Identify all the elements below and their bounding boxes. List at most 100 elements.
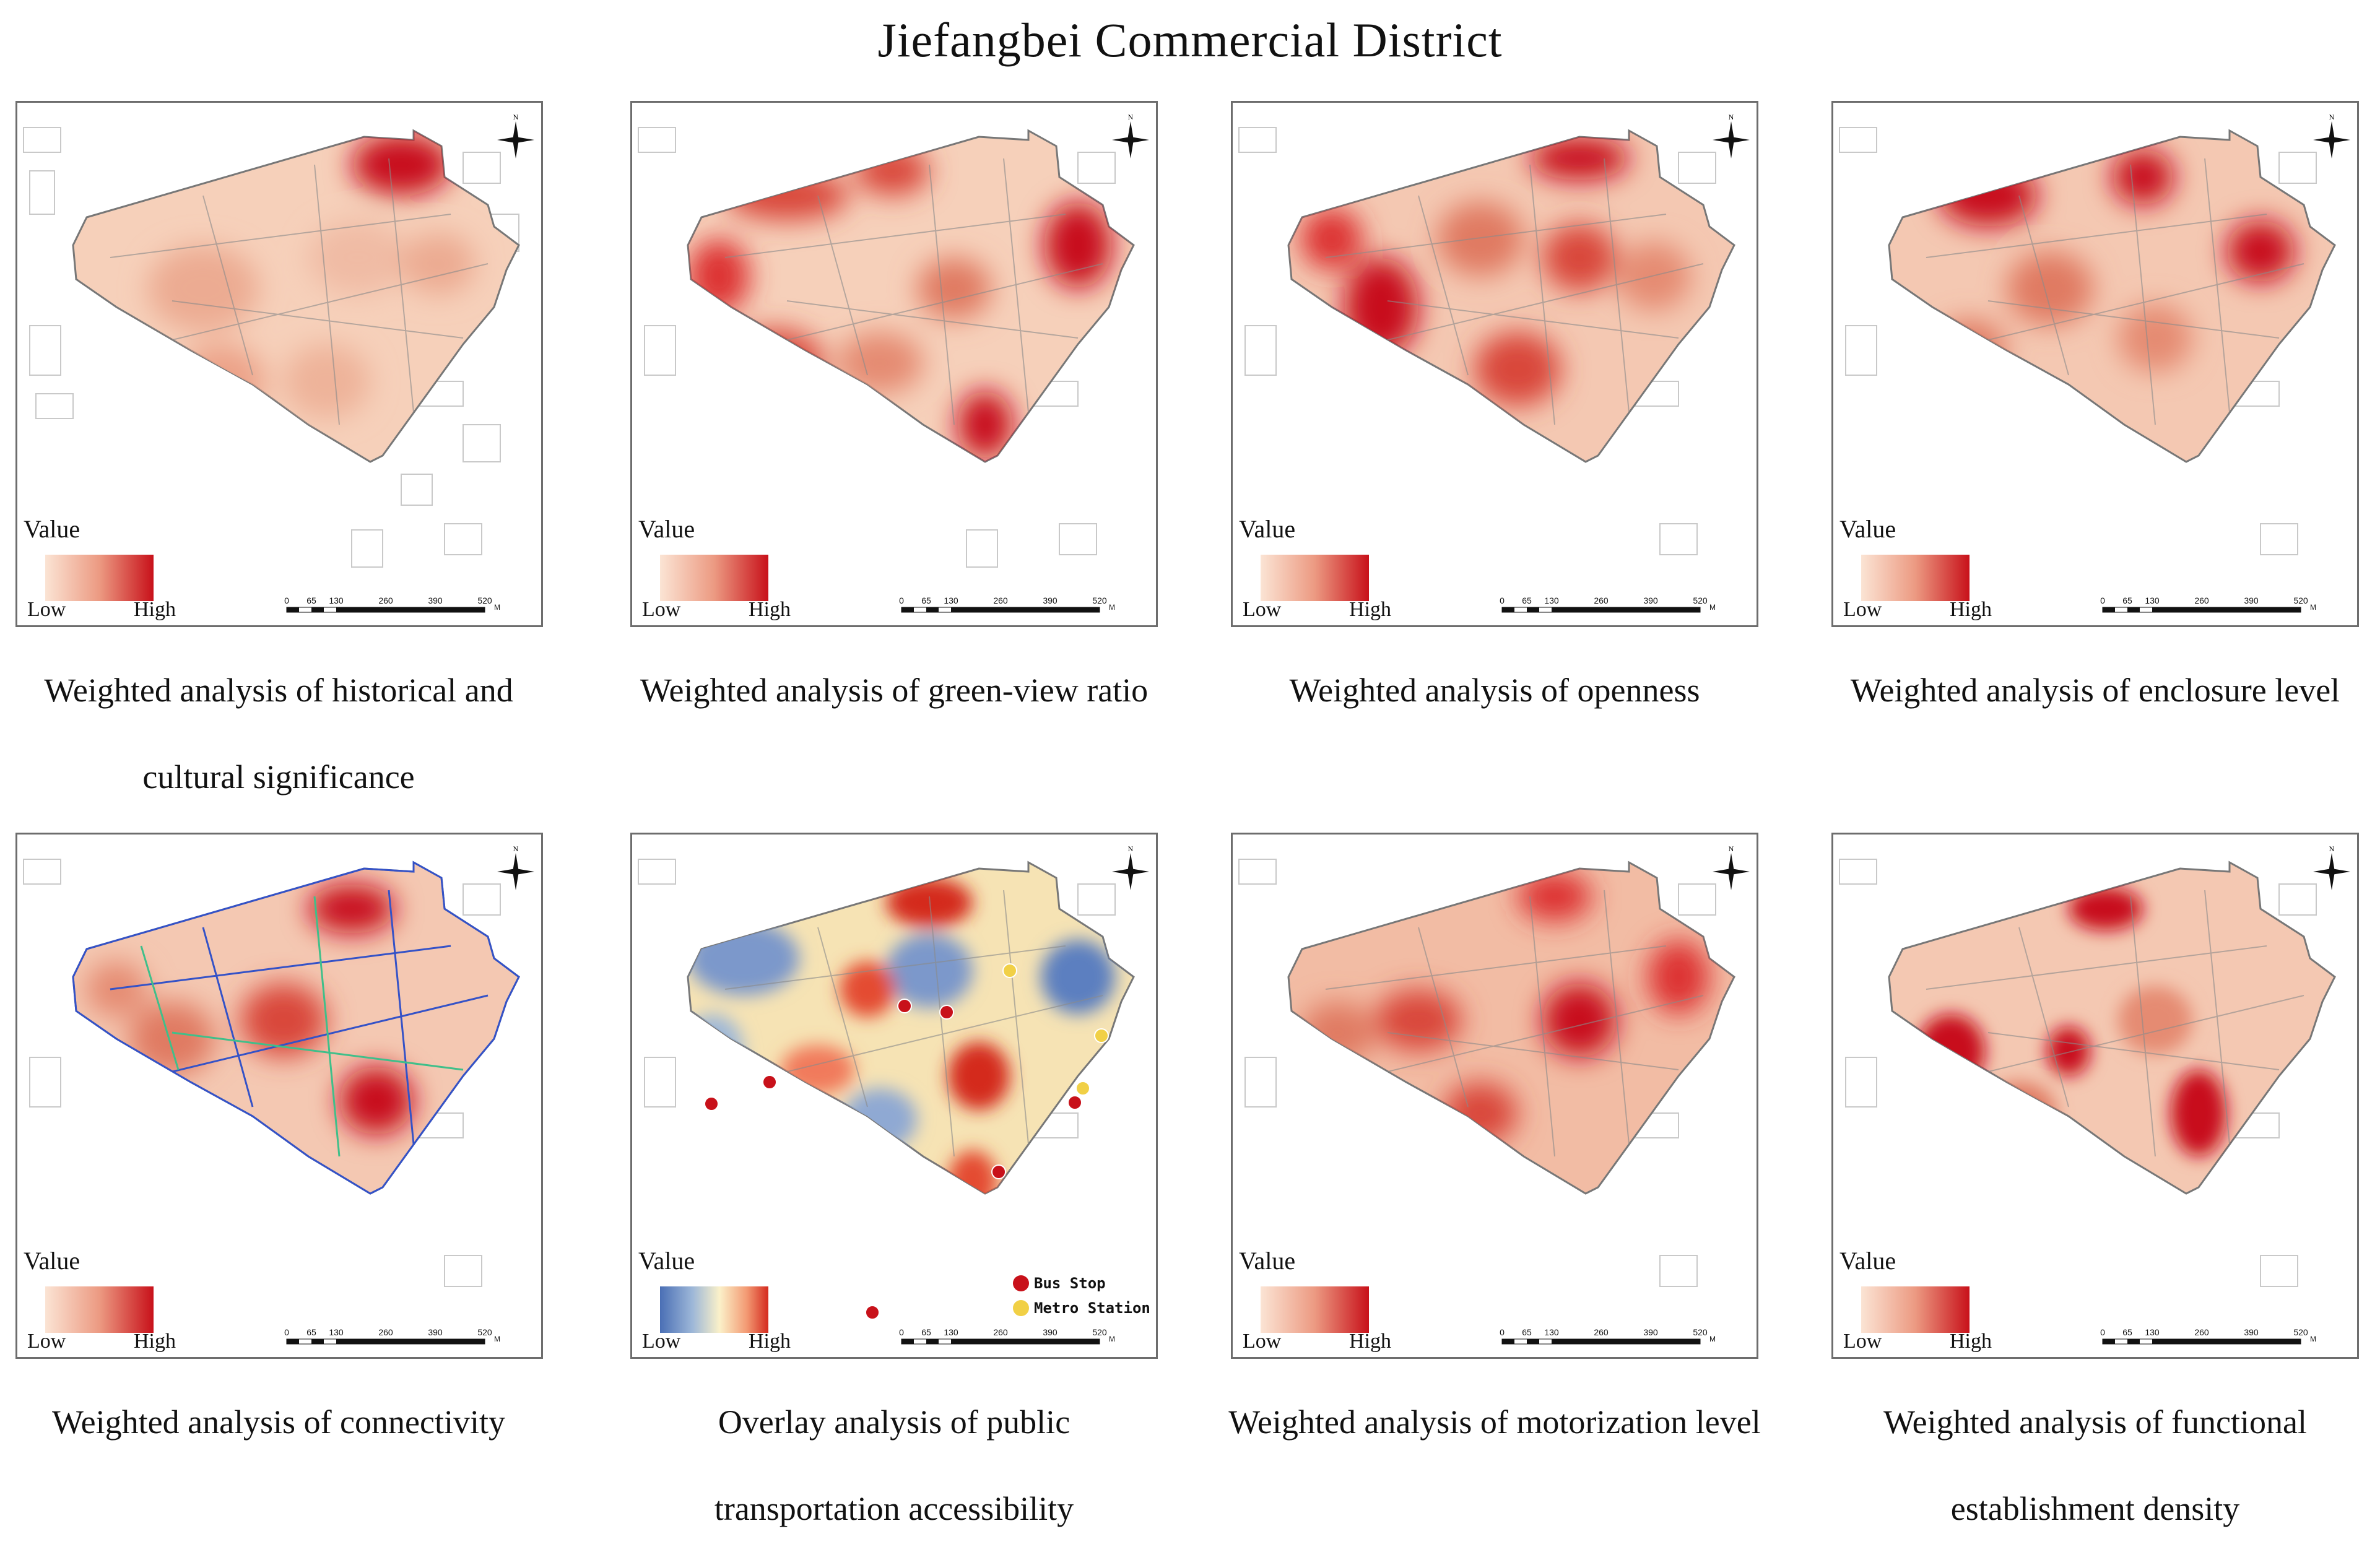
legend-title: Value: [638, 1247, 695, 1275]
scale-bar: 0 65 130 260 390 520 M: [2100, 596, 2316, 613]
svg-text:0: 0: [1500, 1327, 1505, 1337]
svg-text:520: 520: [477, 1327, 492, 1337]
transit-legend: Bus Stop Metro Station: [1013, 1271, 1150, 1320]
svg-text:65: 65: [306, 596, 316, 605]
svg-text:520: 520: [477, 596, 492, 605]
legend-low: Low: [1843, 598, 1882, 621]
caption-connectivity: Weighted analysis of connectivity: [52, 1403, 505, 1441]
legend-low: Low: [1243, 598, 1282, 621]
svg-text:260: 260: [2194, 1327, 2209, 1337]
metro-station-icon: [1013, 1300, 1029, 1316]
svg-text:65: 65: [1522, 1327, 1532, 1337]
legend-high: High: [134, 1330, 176, 1353]
caption-functional-density: Weighted analysis of functional establis…: [1883, 1403, 2307, 1527]
svg-text:65: 65: [2122, 596, 2132, 605]
svg-text:260: 260: [1594, 1327, 1609, 1337]
bus-stop-label: Bus Stop: [1034, 1275, 1106, 1292]
legend-high: High: [134, 598, 176, 621]
svg-text:390: 390: [1043, 1327, 1058, 1337]
map-panel-motorization: N Value Low High 0 65 130 260 390 520 M: [1231, 833, 1758, 1359]
scale-bar: 0 65 130 260 390 520 M: [284, 596, 500, 613]
legend-title: Value: [1839, 515, 1896, 543]
metro-station-label: Metro Station: [1034, 1299, 1150, 1317]
legend-high: High: [1349, 598, 1391, 621]
legend-gradient: [1861, 1286, 1970, 1333]
legend-high: High: [1950, 598, 1992, 621]
svg-text:260: 260: [993, 596, 1008, 605]
map-panel-transit: N Value Low High Bus Stop Metro Station …: [630, 833, 1158, 1359]
svg-text:0: 0: [284, 1327, 289, 1337]
svg-text:390: 390: [1043, 596, 1058, 605]
legend-title: Value: [638, 515, 695, 543]
svg-text:390: 390: [428, 596, 443, 605]
caption-openness: Weighted analysis of openness: [1289, 672, 1700, 709]
caption-historical: Weighted analysis of historical and cult…: [44, 672, 513, 796]
page-title: Jiefangbei Commercial District: [877, 13, 1503, 67]
legend-gradient: [1261, 1286, 1369, 1333]
svg-text:260: 260: [2194, 596, 2209, 605]
svg-text:N: N: [1128, 844, 1134, 853]
legend-low: Low: [1243, 1330, 1282, 1353]
legend-gradient: [660, 555, 768, 601]
svg-text:390: 390: [1643, 1327, 1658, 1337]
svg-text:130: 130: [2145, 1327, 2160, 1337]
svg-text:260: 260: [378, 1327, 393, 1337]
scale-bar: 0 65 130 260 390 520 M: [284, 1327, 500, 1345]
svg-text:130: 130: [1544, 1327, 1559, 1337]
legend-high: High: [1349, 1330, 1391, 1353]
svg-text:390: 390: [428, 1327, 443, 1337]
svg-text:520: 520: [1092, 596, 1107, 605]
bus-stop-markers: [704, 999, 1082, 1320]
svg-text:130: 130: [329, 1327, 344, 1337]
svg-text:130: 130: [329, 596, 344, 605]
north-arrow-icon: N: [1713, 113, 1750, 158]
svg-text:0: 0: [2100, 596, 2105, 605]
legend-high: High: [749, 1330, 791, 1353]
legend-gradient: [45, 555, 154, 601]
legend-gradient: [45, 1286, 154, 1333]
svg-text:520: 520: [2293, 596, 2308, 605]
legend-gradient: [660, 1286, 768, 1333]
map-panel-enclosure: N Value Low High 0 65 130 260 390 520 M: [1831, 101, 2359, 627]
svg-text:M: M: [1109, 1335, 1115, 1343]
svg-text:130: 130: [2145, 596, 2160, 605]
svg-text:M: M: [2310, 1335, 2316, 1343]
north-arrow-icon: N: [497, 844, 534, 890]
svg-text:65: 65: [306, 1327, 316, 1337]
map-panel-green-view: N Value Low High 0 65 130 260 390 520 M: [630, 101, 1158, 627]
legend-low: Low: [642, 1330, 681, 1353]
legend-low: Low: [27, 1330, 66, 1353]
map-panel-connectivity: N Value Low High 0 65 130 260 390 520 M: [15, 833, 543, 1359]
legend-gradient: [1861, 555, 1970, 601]
svg-text:N: N: [1128, 113, 1134, 121]
svg-text:130: 130: [944, 1327, 958, 1337]
north-arrow-icon: N: [2313, 844, 2350, 890]
legend-title: Value: [1839, 1247, 1896, 1275]
svg-text:M: M: [1709, 603, 1716, 612]
caption-motorization: Weighted analysis of motorization level: [1228, 1403, 1761, 1441]
svg-text:0: 0: [2100, 1327, 2105, 1337]
svg-text:M: M: [494, 1335, 500, 1343]
svg-text:0: 0: [899, 596, 904, 605]
legend-low: Low: [642, 598, 681, 621]
svg-text:260: 260: [993, 1327, 1008, 1337]
legend-title: Value: [1239, 1247, 1296, 1275]
svg-text:520: 520: [2293, 1327, 2308, 1337]
legend-title: Value: [1239, 515, 1296, 543]
legend-title: Value: [24, 1247, 80, 1275]
north-arrow-icon: N: [1112, 113, 1149, 158]
svg-text:N: N: [513, 113, 519, 121]
svg-text:130: 130: [1544, 596, 1559, 605]
caption-enclosure: Weighted analysis of enclosure level: [1850, 672, 2340, 709]
svg-text:520: 520: [1693, 1327, 1708, 1337]
svg-text:390: 390: [2244, 596, 2259, 605]
svg-text:65: 65: [1522, 596, 1532, 605]
scale-bar: 0 65 130 260 390 520 M: [2100, 1327, 2316, 1345]
north-arrow-icon: N: [1112, 844, 1149, 890]
legend-low: Low: [1843, 1330, 1882, 1353]
map-panel-openness: N Value Low High 0 65 130 260 390 520 M: [1231, 101, 1758, 627]
svg-text:0: 0: [899, 1327, 904, 1337]
svg-text:0: 0: [1500, 596, 1505, 605]
north-arrow-icon: N: [2313, 113, 2350, 158]
svg-text:520: 520: [1092, 1327, 1107, 1337]
